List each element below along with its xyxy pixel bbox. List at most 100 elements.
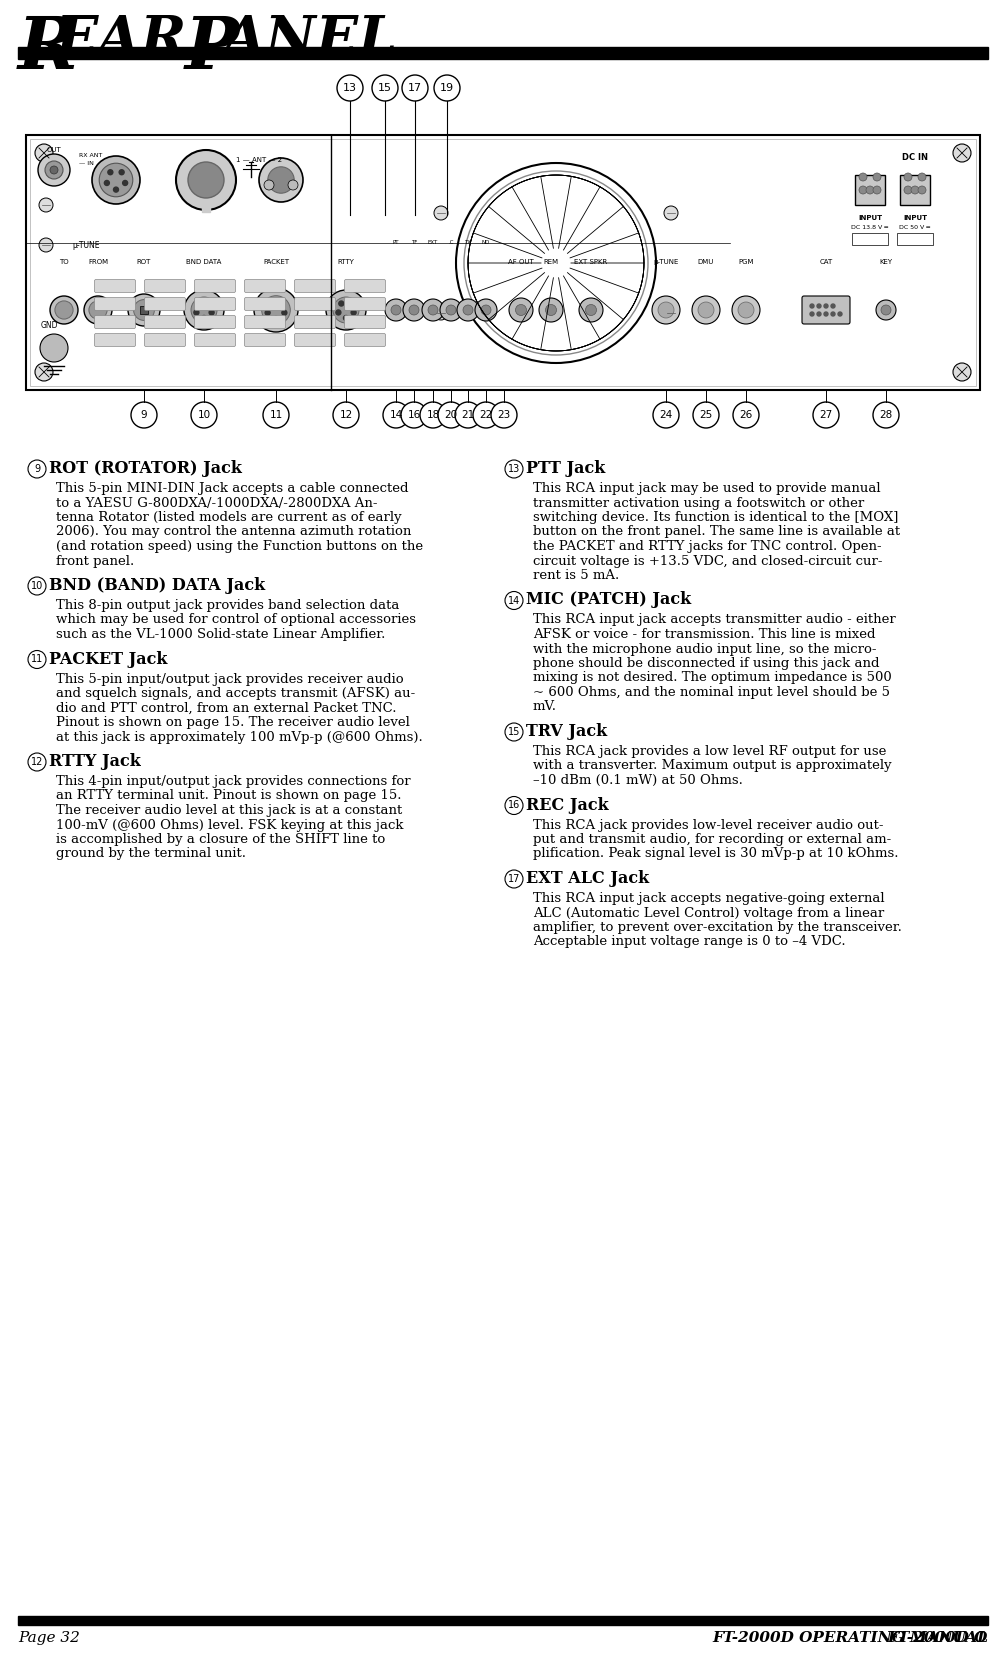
Circle shape xyxy=(428,305,438,315)
Text: 16: 16 xyxy=(508,801,520,811)
Circle shape xyxy=(652,296,680,323)
Text: which may be used for control of optional accessories: which may be used for control of optiona… xyxy=(56,613,416,626)
Text: 15: 15 xyxy=(378,84,392,94)
Text: 19: 19 xyxy=(440,84,454,94)
Circle shape xyxy=(403,300,425,322)
FancyBboxPatch shape xyxy=(295,280,335,293)
Circle shape xyxy=(409,305,420,315)
Circle shape xyxy=(824,303,828,308)
Text: 26: 26 xyxy=(739,410,752,420)
Circle shape xyxy=(953,363,971,380)
Circle shape xyxy=(732,296,760,323)
Text: 28: 28 xyxy=(879,410,892,420)
Text: tenna Rotator (listed models are current as of early: tenna Rotator (listed models are current… xyxy=(56,511,401,524)
Text: PGM: PGM xyxy=(738,260,753,265)
Circle shape xyxy=(333,402,359,429)
Text: 16: 16 xyxy=(407,410,421,420)
Circle shape xyxy=(664,206,678,219)
Text: This 4-pin input/output jack provides connections for: This 4-pin input/output jack provides co… xyxy=(56,776,410,787)
Circle shape xyxy=(653,402,679,429)
Text: 11: 11 xyxy=(270,410,283,420)
Text: BND DATA: BND DATA xyxy=(186,260,221,265)
Circle shape xyxy=(455,402,481,429)
Text: EXT ALC Jack: EXT ALC Jack xyxy=(526,869,649,888)
Bar xyxy=(900,174,930,204)
Circle shape xyxy=(288,179,298,189)
Circle shape xyxy=(817,312,821,317)
Circle shape xyxy=(866,186,874,194)
Circle shape xyxy=(128,295,160,327)
Circle shape xyxy=(446,305,456,315)
Circle shape xyxy=(191,402,217,429)
Text: to a YAESU G-800DXA/-1000DXA/-2800DXA An-: to a YAESU G-800DXA/-1000DXA/-2800DXA An… xyxy=(56,496,377,509)
FancyBboxPatch shape xyxy=(244,298,286,310)
Text: FROM: FROM xyxy=(88,260,108,265)
Text: ~ 600 Ohms, and the nominal input level should be 5: ~ 600 Ohms, and the nominal input level … xyxy=(533,687,890,698)
FancyBboxPatch shape xyxy=(295,315,335,328)
Text: dio and PTT control, from an external Packet TNC.: dio and PTT control, from an external Pa… xyxy=(56,702,396,715)
Circle shape xyxy=(539,298,563,322)
FancyBboxPatch shape xyxy=(145,298,185,310)
Text: EXT: EXT xyxy=(428,240,439,245)
Circle shape xyxy=(45,161,63,179)
Bar xyxy=(18,47,988,59)
Circle shape xyxy=(209,310,214,315)
Text: front panel.: front panel. xyxy=(56,554,134,568)
Text: ND: ND xyxy=(482,240,490,245)
Text: This RCA input jack accepts transmitter audio - either: This RCA input jack accepts transmitter … xyxy=(533,613,895,626)
Text: μ-TUNE: μ-TUNE xyxy=(653,260,679,265)
Circle shape xyxy=(274,317,279,322)
Circle shape xyxy=(817,303,821,308)
FancyBboxPatch shape xyxy=(194,315,235,328)
Circle shape xyxy=(579,298,603,322)
Bar xyxy=(18,1616,988,1625)
Text: MIC (PATCH) Jack: MIC (PATCH) Jack xyxy=(526,591,691,608)
Text: DC IN: DC IN xyxy=(902,152,928,162)
Text: 21: 21 xyxy=(462,410,475,420)
Circle shape xyxy=(491,402,517,429)
Text: 100-mV (@600 Ohms) level. FSK keying at this jack: 100-mV (@600 Ohms) level. FSK keying at … xyxy=(56,819,403,831)
FancyBboxPatch shape xyxy=(244,280,286,293)
FancyBboxPatch shape xyxy=(244,333,286,347)
Text: REC Jack: REC Jack xyxy=(526,797,609,814)
Text: Page 32: Page 32 xyxy=(18,1631,79,1645)
Text: an RTTY terminal unit. Pinout is shown on page 15.: an RTTY terminal unit. Pinout is shown o… xyxy=(56,789,401,802)
Text: 12: 12 xyxy=(339,410,353,420)
Text: CAT: CAT xyxy=(819,260,833,265)
Circle shape xyxy=(873,173,881,181)
Circle shape xyxy=(904,186,912,194)
Circle shape xyxy=(184,290,224,330)
FancyBboxPatch shape xyxy=(295,333,335,347)
Text: 27: 27 xyxy=(819,410,833,420)
Text: REM: REM xyxy=(543,260,558,265)
Circle shape xyxy=(188,162,224,198)
Text: .C: .C xyxy=(449,240,454,245)
Text: TRV Jack: TRV Jack xyxy=(526,724,608,740)
Text: This RCA input jack accepts negative-going external: This RCA input jack accepts negative-goi… xyxy=(533,893,884,905)
Circle shape xyxy=(692,296,720,323)
Text: μ-TUNE: μ-TUNE xyxy=(72,241,100,250)
Text: 10: 10 xyxy=(197,410,210,420)
Text: TF: TF xyxy=(410,240,417,245)
Circle shape xyxy=(50,296,78,323)
Circle shape xyxy=(733,402,759,429)
Text: 9: 9 xyxy=(141,410,147,420)
Circle shape xyxy=(206,302,211,307)
Circle shape xyxy=(810,303,814,308)
Text: at this jack is approximately 100 mVp-p (@600 Ohms).: at this jack is approximately 100 mVp-p … xyxy=(56,730,423,744)
Circle shape xyxy=(264,179,274,189)
Text: PACKET Jack: PACKET Jack xyxy=(49,650,167,668)
Text: 17: 17 xyxy=(508,874,520,884)
Circle shape xyxy=(813,402,839,429)
Circle shape xyxy=(123,181,128,186)
Circle shape xyxy=(343,315,348,320)
Circle shape xyxy=(658,302,674,318)
Text: –10 dBm (0.1 mW) at 50 Ohms.: –10 dBm (0.1 mW) at 50 Ohms. xyxy=(533,774,742,787)
Text: AF OUT: AF OUT xyxy=(508,260,534,265)
Circle shape xyxy=(28,754,46,770)
Text: amplifier, to prevent over-excitation by the transceiver.: amplifier, to prevent over-excitation by… xyxy=(533,921,901,935)
Text: 14: 14 xyxy=(389,410,402,420)
Text: mixing is not desired. The optimum impedance is 500: mixing is not desired. The optimum imped… xyxy=(533,672,891,685)
Text: and squelch signals, and accepts transmit (AFSK) au-: and squelch signals, and accepts transmi… xyxy=(56,687,415,700)
Bar xyxy=(852,233,888,245)
